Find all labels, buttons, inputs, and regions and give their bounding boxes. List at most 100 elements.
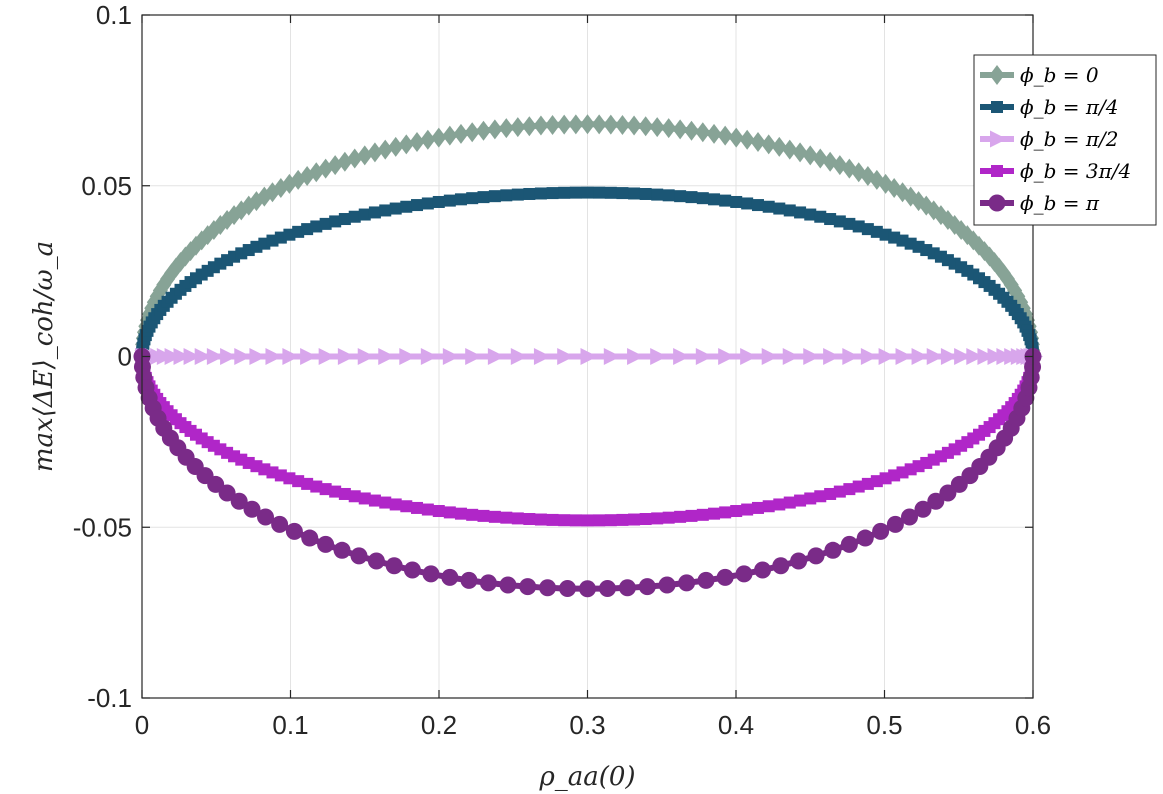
data-point (685, 191, 698, 204)
x-tick-label: 0.2 (421, 710, 457, 740)
data-point (317, 535, 335, 553)
data-point (230, 492, 248, 510)
data-point (546, 187, 559, 200)
y-tick-label: 0 (118, 342, 132, 372)
data-point (761, 134, 777, 155)
data-point (803, 348, 821, 365)
data-point (533, 115, 549, 136)
data-point (966, 348, 984, 365)
data-point (398, 134, 414, 155)
data-point (886, 515, 904, 533)
data-point (403, 561, 421, 579)
legend-item: ϕ_b = 3π/4 (980, 159, 1131, 183)
data-point (422, 565, 440, 583)
data-point (651, 188, 664, 201)
data-point (616, 187, 629, 200)
data-point (358, 492, 371, 505)
data-point (628, 187, 641, 200)
data-point (300, 348, 318, 365)
data-point (662, 189, 675, 202)
data-point (476, 120, 492, 141)
data-point (389, 202, 402, 215)
data-point (911, 348, 929, 365)
data-point (977, 348, 995, 365)
data-point (569, 514, 582, 527)
data-point (477, 191, 490, 204)
data-point (696, 508, 709, 521)
data-point (487, 348, 505, 365)
data-point (976, 241, 992, 262)
legend-label: ϕ_b = π/2 (1020, 127, 1119, 151)
data-point (658, 576, 676, 594)
x-tick-label: 0 (135, 710, 149, 740)
data-point (856, 529, 874, 547)
data-point (464, 122, 480, 143)
data-point (420, 348, 438, 365)
data-point (523, 513, 536, 526)
data-point (338, 213, 351, 226)
data-point (754, 561, 772, 579)
data-point (310, 220, 323, 233)
data-point (751, 501, 764, 514)
data-point (183, 348, 201, 365)
data-point (218, 484, 236, 502)
data-point (824, 213, 837, 226)
legend-label: ϕ_b = 0 (1020, 63, 1099, 87)
data-point (914, 500, 932, 518)
data-point (802, 145, 818, 166)
data-point (840, 535, 858, 553)
data-point (173, 252, 189, 273)
y-tick-label: -0.1 (87, 683, 132, 713)
data-point (662, 511, 675, 524)
data-point (519, 578, 537, 596)
data-point (465, 348, 483, 365)
data-point (568, 114, 584, 135)
y-tick-label: 0.1 (96, 0, 132, 30)
data-point (628, 513, 641, 526)
data-point (378, 348, 396, 365)
data-point (927, 492, 945, 510)
legend-item: ϕ_b = π/4 (980, 95, 1119, 119)
data-point (466, 192, 479, 205)
data-point (581, 514, 594, 527)
data-point (534, 513, 547, 526)
y-tick-label: 0.05 (81, 171, 132, 201)
data-point (739, 129, 755, 150)
data-point (614, 114, 630, 135)
data-point (511, 188, 524, 201)
data-point (581, 186, 594, 199)
data-point (740, 348, 758, 365)
data-point (593, 186, 606, 199)
data-point (421, 503, 434, 516)
data-point (432, 505, 445, 518)
data-point (454, 193, 467, 206)
data-point (557, 348, 575, 365)
data-point (206, 348, 224, 365)
data-point (843, 217, 856, 230)
data-point (411, 199, 424, 212)
data-point (638, 578, 656, 596)
data-point (479, 574, 497, 592)
data-point (695, 122, 711, 143)
data-point (761, 348, 779, 365)
series-4 (133, 348, 1042, 598)
data-point (627, 348, 645, 365)
data-point (678, 574, 696, 592)
data-point (824, 487, 837, 500)
data-point (569, 186, 582, 199)
data-point (823, 348, 841, 365)
data-point (389, 498, 402, 511)
data-point (673, 348, 691, 365)
data-point (860, 348, 878, 365)
data-point (638, 116, 654, 137)
data-point (603, 114, 619, 135)
data-point (420, 129, 436, 150)
data-point (319, 483, 332, 496)
data-point (234, 348, 252, 365)
data-point (243, 500, 261, 518)
legend-item: ϕ_b = π/2 (980, 127, 1119, 151)
data-point (741, 503, 754, 516)
legend: ϕ_b = 0 ϕ_b = π/4 ϕ_b = π/2 ϕ_b = 3π/4 ϕ_b =… (973, 54, 1157, 226)
data-point (730, 505, 743, 518)
